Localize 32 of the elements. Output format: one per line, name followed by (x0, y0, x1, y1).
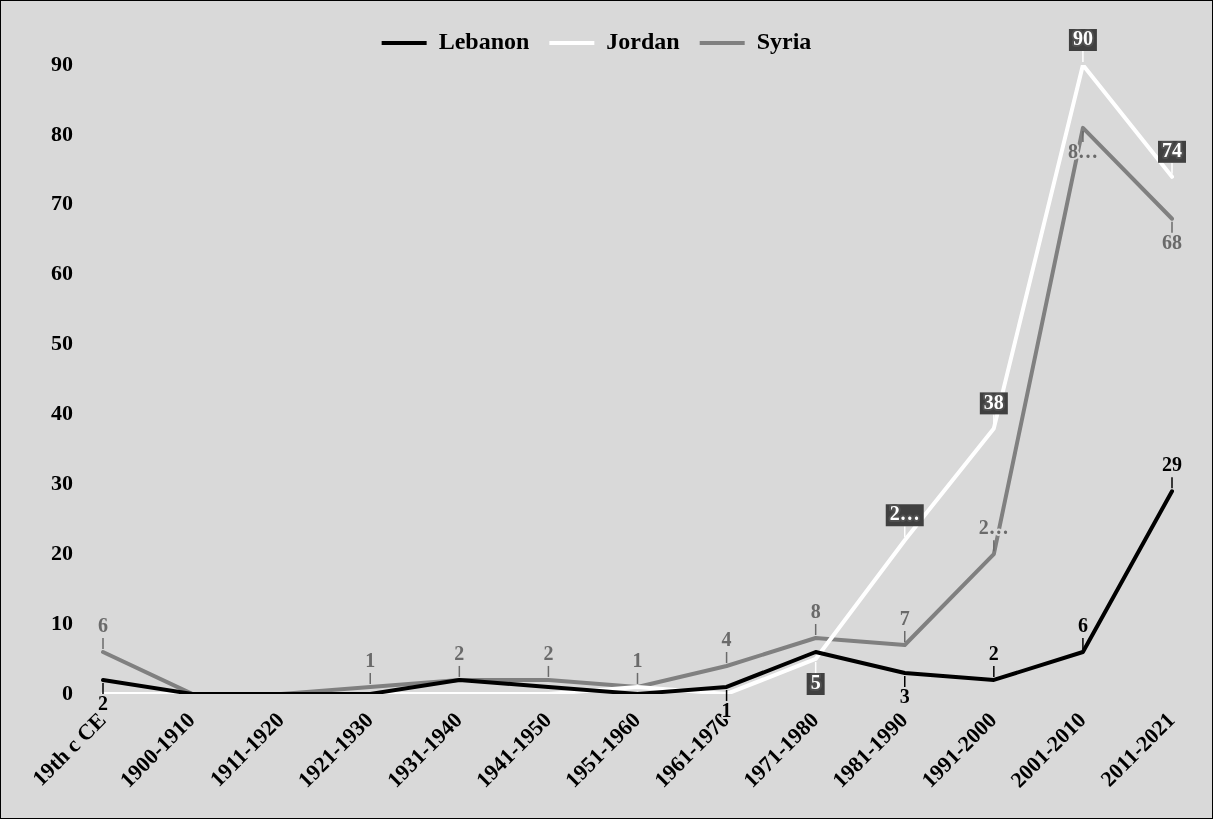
data-label: 7 (899, 607, 910, 630)
legend-label: Jordan (606, 28, 680, 55)
legend-label: Lebanon (438, 28, 530, 55)
data-label: 29 (1162, 453, 1182, 476)
data-label: 2… (889, 502, 920, 525)
data-label: 2 (98, 692, 108, 715)
data-label: 2 (543, 642, 554, 665)
data-label: 1 (365, 649, 376, 672)
y-tick-label: 0 (62, 679, 73, 705)
y-tick-label: 40 (51, 400, 73, 426)
data-label: 6 (98, 614, 108, 637)
data-label: 4 (721, 628, 732, 651)
data-label: 6 (1077, 614, 1088, 637)
y-tick-label: 90 (51, 50, 73, 76)
data-label: 2 (988, 642, 999, 665)
data-label: 5 (810, 671, 821, 694)
data-label: 1 (632, 649, 643, 672)
data-label: 90 (1072, 27, 1093, 50)
y-tick-label: 20 (51, 539, 73, 565)
y-tick-label: 60 (51, 260, 73, 286)
data-label: 8 (810, 600, 821, 623)
data-label: 3 (899, 685, 910, 708)
y-tick-label: 80 (51, 120, 73, 146)
data-label: 68 (1162, 230, 1182, 253)
legend-label: Syria (756, 28, 812, 55)
y-tick-label: 30 (51, 469, 73, 495)
data-label: 74 (1162, 138, 1182, 161)
data-label: 38 (983, 390, 1004, 413)
y-tick-label: 50 (51, 330, 73, 356)
y-tick-label: 70 (51, 190, 73, 216)
data-label: 2 (454, 642, 465, 665)
y-tick-label: 10 (51, 609, 73, 635)
